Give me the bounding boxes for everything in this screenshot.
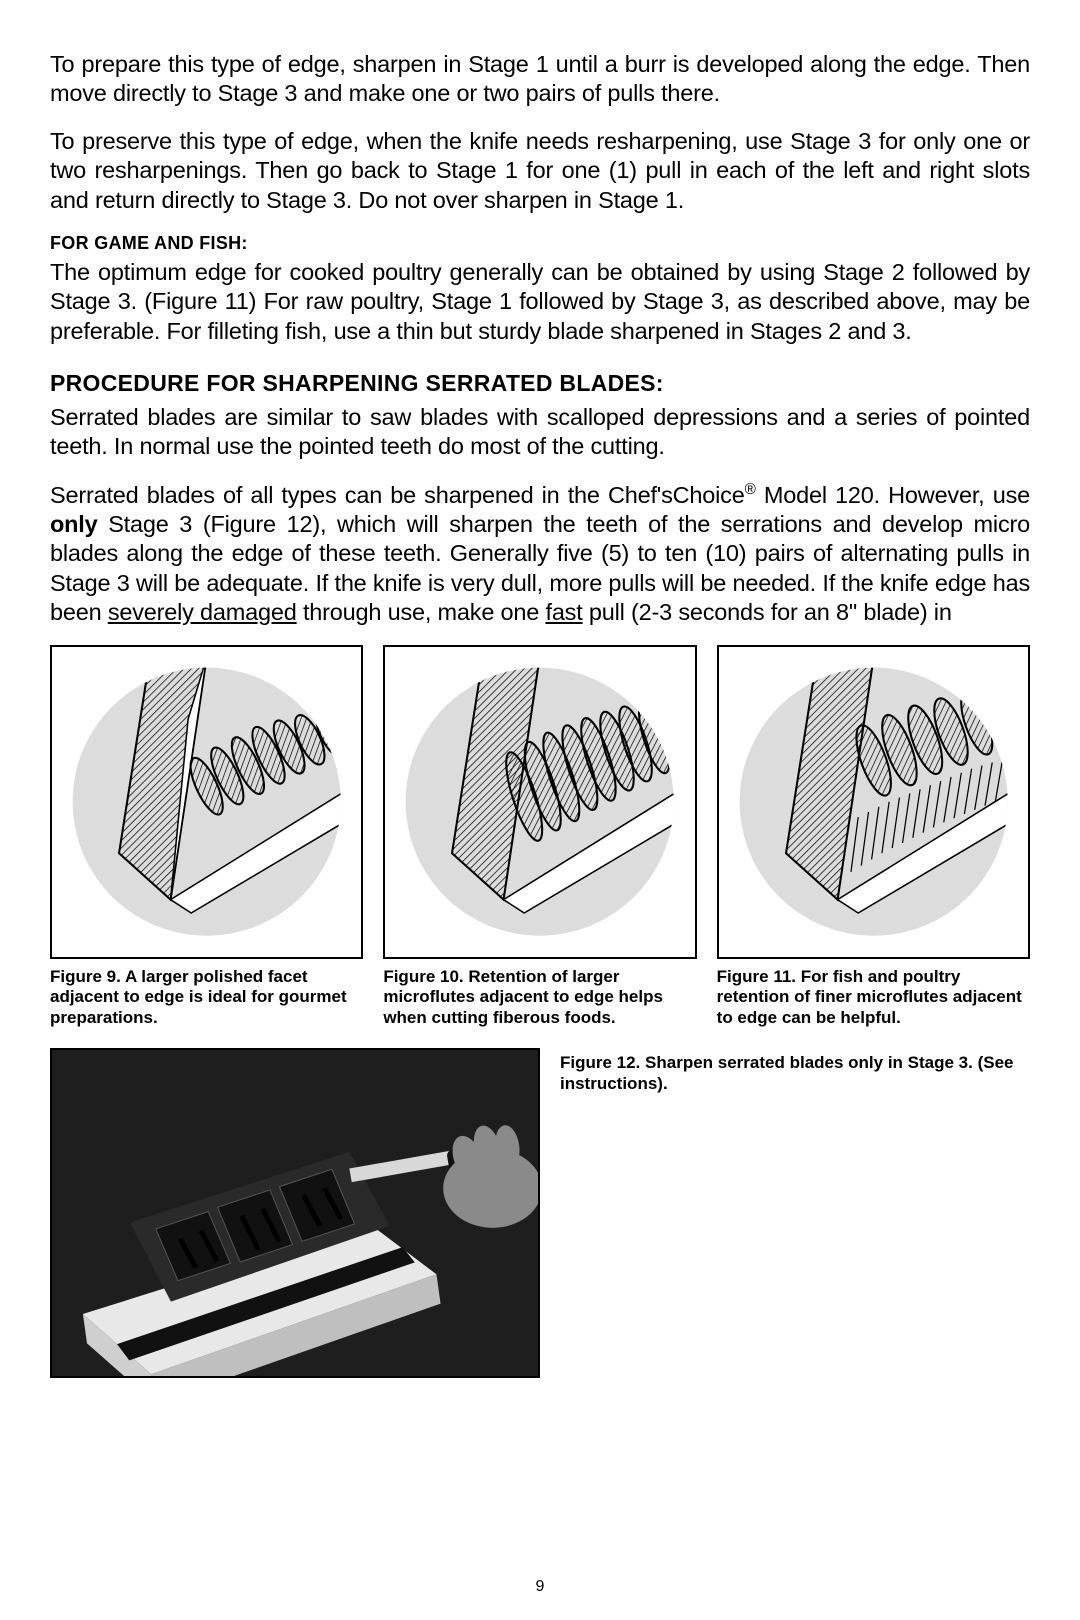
blade-diagram-icon [719,647,1028,956]
figure-12-caption: Figure 12. Sharpen serrated blades only … [560,1048,1030,1095]
figure-9-caption: Figure 9. A larger polished facet adjace… [50,967,363,1028]
text-fragment: Model 120. However, use [756,482,1030,508]
emphasis-only: only [50,511,98,537]
sharpener-photo-icon [52,1050,538,1376]
underline-fast: fast [545,599,582,625]
figure-11: Figure 11. For fish and poultry retentio… [717,645,1030,1028]
figure-10-image [383,645,696,958]
section-heading-serrated: PROCEDURE FOR SHARPENING SERRATED BLADES… [50,370,1030,397]
paragraph-preserve-edge: To preserve this type of edge, when the … [50,127,1030,215]
subheading-game-fish: FOR GAME AND FISH: [50,233,1030,254]
paragraph-serrated-intro: Serrated blades are similar to saw blade… [50,403,1030,462]
figure-9: Figure 9. A larger polished facet adjace… [50,645,363,1028]
figure-row-top: Figure 9. A larger polished facet adjace… [50,645,1030,1028]
text-fragment: Serrated blades of all types can be shar… [50,482,745,508]
figure-11-image [717,645,1030,958]
text-fragment: through use, make one [297,599,546,625]
figure-10-caption: Figure 10. Retention of larger microflut… [383,967,696,1028]
blade-diagram-icon [52,647,361,956]
underline-severely-damaged: severely damaged [108,599,297,625]
blade-diagram-icon [385,647,694,956]
figure-12-image [50,1048,540,1378]
figure-9-image [50,645,363,958]
page-number: 9 [0,1578,1080,1596]
figure-row-bottom: Figure 12. Sharpen serrated blades only … [50,1048,1030,1378]
text-fragment: pull (2-3 seconds for an 8" blade) in [583,599,952,625]
paragraph-serrated-detail: Serrated blades of all types can be shar… [50,480,1030,628]
figure-10: Figure 10. Retention of larger microflut… [383,645,696,1028]
paragraph-prepare-edge: To prepare this type of edge, sharpen in… [50,50,1030,109]
paragraph-game-fish: The optimum edge for cooked poultry gene… [50,258,1030,346]
registered-mark: ® [745,481,756,498]
figure-11-caption: Figure 11. For fish and poultry retentio… [717,967,1030,1028]
